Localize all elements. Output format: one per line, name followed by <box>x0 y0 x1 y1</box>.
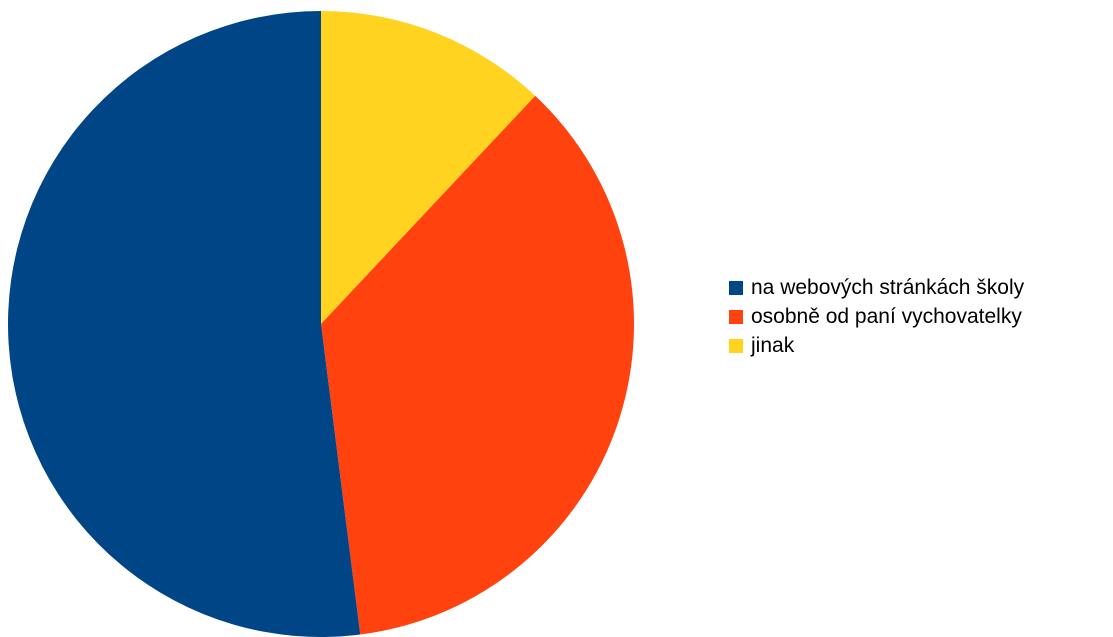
legend-item-other: jinak <box>729 331 1024 360</box>
chart-legend: na webových stránkách školy osobně od pa… <box>729 273 1024 360</box>
legend-swatch-other <box>729 338 743 353</box>
legend-swatch-web <box>729 280 743 295</box>
pie-slices <box>8 11 634 637</box>
legend-label-other: jinak <box>751 333 795 357</box>
legend-label-personal: osobně od paní vychovatelky <box>751 304 1022 328</box>
legend-swatch-personal <box>729 309 743 324</box>
legend-item-web: na webových stránkách školy <box>729 273 1024 302</box>
pie-slice-personal <box>321 95 634 635</box>
legend-item-personal: osobně od paní vychovatelky <box>729 302 1024 331</box>
legend-label-web: na webových stránkách školy <box>751 275 1025 299</box>
pie-slice-web <box>8 11 361 637</box>
pie-slice-other <box>321 11 536 324</box>
